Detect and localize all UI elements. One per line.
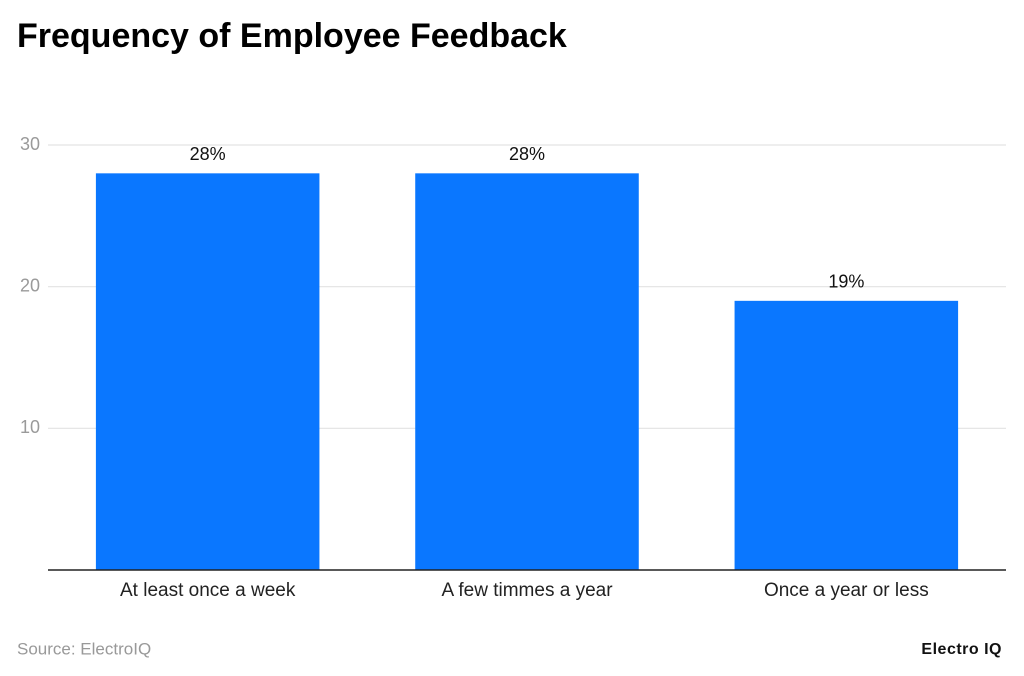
chart-title: Frequency of Employee Feedback	[17, 17, 567, 55]
value-label: 28%	[509, 144, 545, 164]
brand-logo: Electro IQ	[921, 641, 1002, 658]
bar	[95, 173, 320, 571]
bar	[734, 300, 959, 570]
x-tick-label: At least once a week	[120, 580, 296, 601]
x-tick-label: Once a year or less	[764, 580, 929, 601]
y-tick-label: 20	[20, 275, 40, 295]
value-label: 19%	[828, 272, 864, 292]
value-label: 28%	[190, 144, 226, 164]
x-tick-label: A few timmes a year	[441, 580, 613, 601]
y-tick-label: 30	[20, 134, 40, 154]
source: Source: ElectroIQ	[17, 639, 151, 658]
y-tick-label: 10	[20, 417, 40, 437]
bar	[415, 173, 639, 571]
